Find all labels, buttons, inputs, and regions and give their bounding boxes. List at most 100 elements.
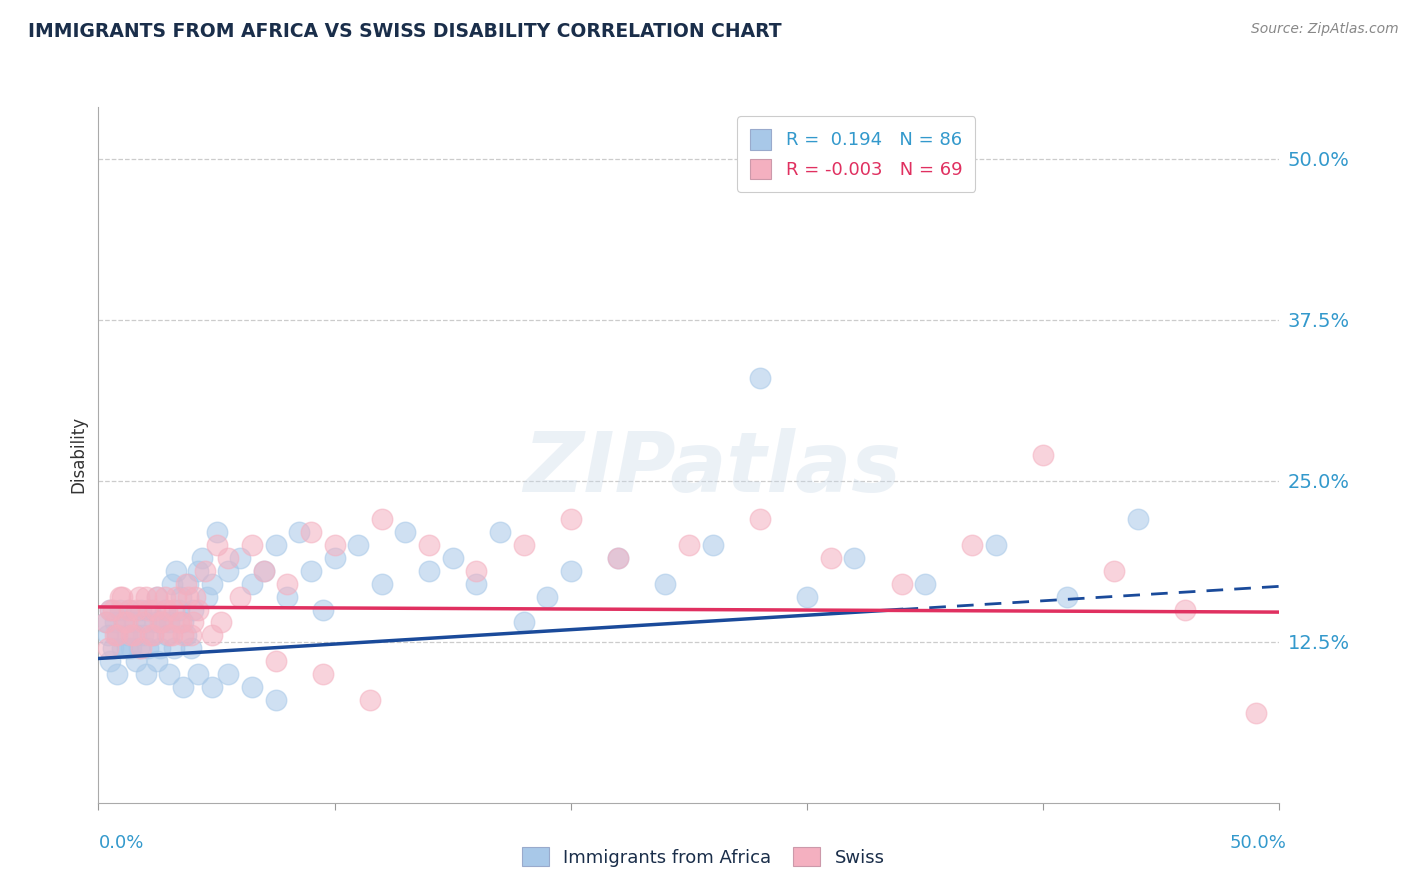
Point — [512, 615, 534, 630]
Point — [177, 576, 200, 591]
Point — [108, 590, 131, 604]
Point — [512, 538, 534, 552]
Point — [163, 641, 186, 656]
Point — [170, 590, 193, 604]
Point — [112, 615, 135, 630]
Point — [163, 602, 186, 616]
Point — [191, 551, 214, 566]
Point — [217, 564, 239, 578]
Point — [136, 641, 159, 656]
Point — [205, 525, 228, 540]
Point — [142, 628, 165, 642]
Point — [167, 602, 190, 616]
Point — [820, 551, 842, 566]
Point — [796, 590, 818, 604]
Text: ZIPatlas: ZIPatlas — [523, 428, 901, 509]
Point — [441, 551, 464, 566]
Point — [105, 628, 128, 642]
Point — [177, 590, 200, 604]
Point — [180, 628, 202, 642]
Point — [371, 576, 394, 591]
Point — [678, 538, 700, 552]
Point — [702, 538, 724, 552]
Point — [118, 602, 141, 616]
Point — [98, 602, 121, 616]
Point — [129, 602, 152, 616]
Point — [170, 615, 193, 630]
Point — [160, 628, 183, 642]
Point — [157, 615, 180, 630]
Point — [136, 602, 159, 616]
Point — [143, 615, 166, 630]
Point — [299, 525, 322, 540]
Point — [115, 628, 138, 642]
Point — [94, 615, 117, 630]
Point — [323, 551, 346, 566]
Point — [181, 602, 204, 616]
Point — [172, 680, 194, 694]
Point — [172, 628, 194, 642]
Point — [153, 602, 176, 616]
Legend: Immigrants from Africa, Swiss: Immigrants from Africa, Swiss — [515, 840, 891, 874]
Point — [288, 525, 311, 540]
Point — [118, 602, 141, 616]
Point — [276, 590, 298, 604]
Point — [150, 615, 173, 630]
Point — [112, 615, 135, 630]
Point — [97, 628, 120, 642]
Point — [465, 576, 488, 591]
Point — [111, 641, 134, 656]
Point — [312, 667, 335, 681]
Point — [156, 628, 179, 642]
Point — [607, 551, 630, 566]
Point — [122, 615, 145, 630]
Point — [115, 615, 138, 630]
Point — [229, 551, 252, 566]
Point — [97, 641, 120, 656]
Point — [264, 654, 287, 668]
Point — [146, 590, 169, 604]
Point — [359, 692, 381, 706]
Point — [1032, 448, 1054, 462]
Point — [205, 538, 228, 552]
Point — [105, 667, 128, 681]
Point — [143, 602, 166, 616]
Point — [153, 590, 176, 604]
Point — [165, 590, 187, 604]
Point — [607, 551, 630, 566]
Point — [347, 538, 370, 552]
Y-axis label: Disability: Disability — [69, 417, 87, 493]
Point — [180, 641, 202, 656]
Point — [108, 602, 131, 616]
Legend: R =  0.194   N = 86, R = -0.003   N = 69: R = 0.194 N = 86, R = -0.003 N = 69 — [737, 116, 976, 192]
Point — [264, 692, 287, 706]
Point — [156, 602, 179, 616]
Point — [914, 576, 936, 591]
Point — [187, 667, 209, 681]
Point — [253, 564, 276, 578]
Point — [125, 628, 148, 642]
Point — [122, 628, 145, 642]
Point — [128, 590, 150, 604]
Point — [157, 667, 180, 681]
Point — [654, 576, 676, 591]
Point — [128, 641, 150, 656]
Point — [101, 641, 124, 656]
Point — [276, 576, 298, 591]
Point — [264, 538, 287, 552]
Point — [465, 564, 488, 578]
Point — [489, 525, 512, 540]
Point — [160, 576, 183, 591]
Point — [240, 576, 263, 591]
Point — [157, 628, 180, 642]
Point — [229, 590, 252, 604]
Point — [560, 564, 582, 578]
Point — [149, 615, 172, 630]
Point — [1244, 706, 1267, 720]
Point — [195, 590, 218, 604]
Point — [1174, 602, 1197, 616]
Point — [187, 602, 209, 616]
Point — [132, 628, 155, 642]
Point — [150, 615, 173, 630]
Point — [323, 538, 346, 552]
